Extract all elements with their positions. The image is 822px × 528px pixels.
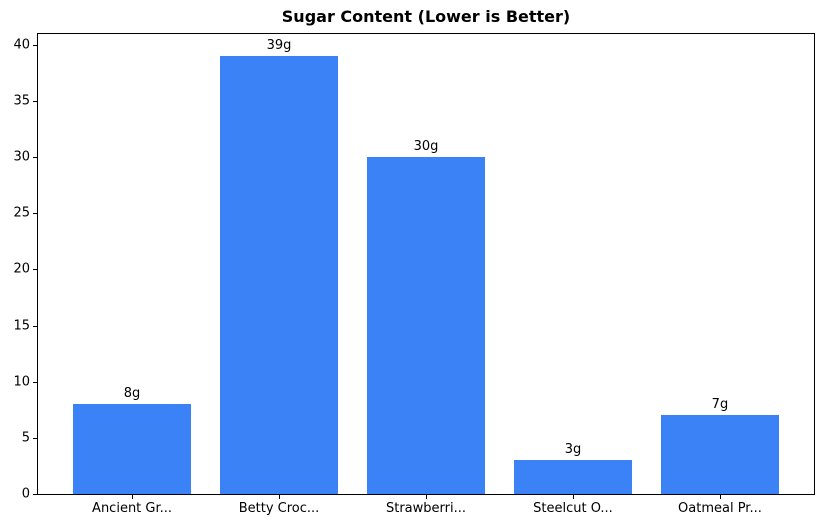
y-tick-label: 0 [21, 486, 30, 502]
y-tick-mark [33, 269, 37, 271]
y-tick-label: 25 [13, 205, 30, 221]
y-tick-label: 30 [13, 149, 30, 165]
x-tick-label: Oatmeal Pr... [678, 501, 762, 516]
bar-value-label: 8g [123, 386, 141, 402]
bar [73, 404, 191, 494]
bar [220, 55, 338, 494]
y-tick-label: 35 [13, 93, 30, 109]
plot-area: 0 5 10 15 20 25 30 35 40 8g Ancient Gr... 39g Betty … [13, 33, 815, 516]
y-tick-mark [33, 157, 37, 158]
x-tick-mark [572, 495, 574, 499]
x-tick-label: Steelcut O... [533, 501, 613, 516]
y-tick-mark [33, 44, 37, 46]
bar-value-label: 3g [564, 442, 582, 458]
y-tick-label: 10 [13, 374, 30, 390]
bar [367, 157, 485, 494]
y-tick-mark [33, 213, 37, 215]
y-tick-mark [33, 494, 37, 495]
x-tick-mark [719, 495, 721, 499]
y-tick-label: 20 [13, 261, 30, 277]
y-tick-label: 40 [13, 37, 30, 53]
y-tick-mark [33, 100, 37, 102]
bar-value-label: 39g [266, 37, 292, 53]
x-tick-mark [279, 495, 281, 499]
bar [661, 415, 779, 494]
bar [514, 460, 632, 494]
y-tick-mark [33, 325, 37, 327]
x-tick-mark [132, 495, 134, 499]
y-tick-label: 5 [21, 430, 30, 446]
x-tick-label: Betty Croc... [238, 501, 320, 516]
chart-title: Sugar Content (Lower is Better) [281, 7, 571, 26]
y-tick-label: 15 [13, 318, 30, 333]
x-tick-label: Ancient Gr... [92, 501, 173, 516]
y-tick-mark [33, 437, 37, 439]
bar-value-label: 7g [711, 397, 729, 413]
bar-value-label: 30g [413, 139, 439, 155]
x-tick-mark [426, 495, 427, 499]
y-tick-mark [33, 381, 37, 383]
x-tick-label: Strawberri... [385, 501, 467, 516]
